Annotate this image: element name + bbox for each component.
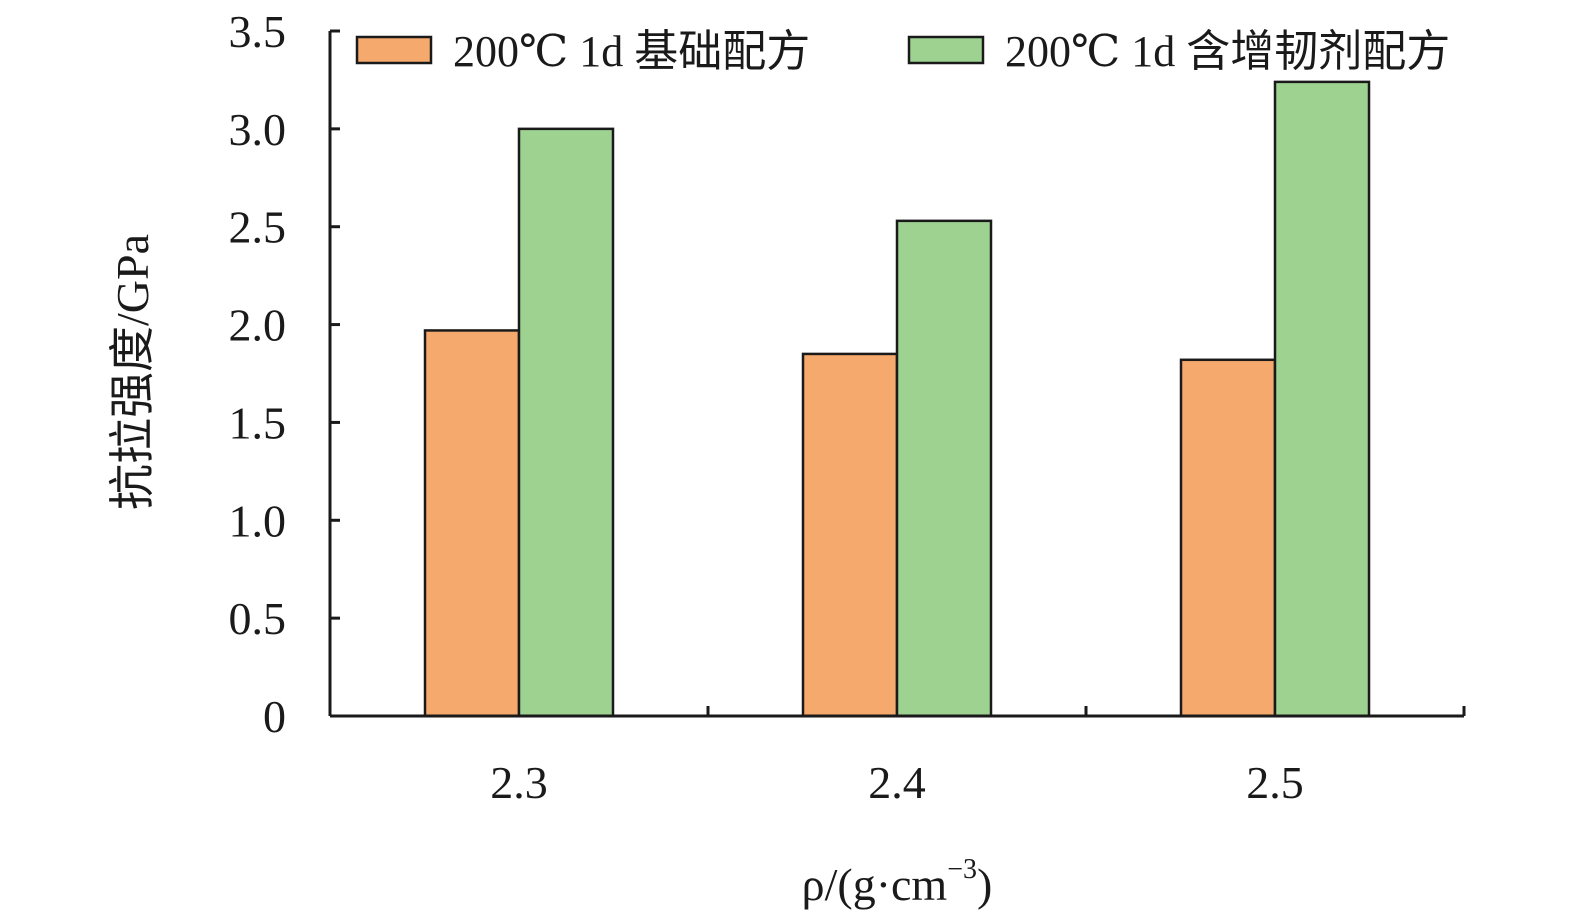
legend-label: 200℃ 1d 含增韧剂配方 bbox=[1005, 27, 1450, 76]
x-axis-title: ρ/(g·cm−3) bbox=[802, 854, 993, 910]
x-axis-title-sup: −3 bbox=[947, 854, 977, 885]
bars-layer bbox=[423, 80, 1371, 718]
legend-swatch bbox=[355, 35, 433, 65]
x-tick-label: 2.4 bbox=[868, 757, 926, 808]
y-axis-title: 抗拉强度/GPa bbox=[107, 234, 158, 510]
x-axis-title-tail: ) bbox=[977, 859, 992, 910]
legend: 200℃ 1d 基础配方 200℃ 1d 含增韧剂配方 bbox=[355, 27, 1450, 76]
bar-series-2 bbox=[1273, 80, 1371, 718]
axes-layer bbox=[328, 31, 1464, 718]
bar-series-1 bbox=[801, 352, 899, 718]
y-tick-label: 0.5 bbox=[229, 593, 287, 644]
y-tick-label: 2.5 bbox=[229, 202, 287, 253]
y-tick-label: 3.5 bbox=[229, 6, 287, 57]
x-tick-label: 2.3 bbox=[490, 757, 548, 808]
x-ticks: 2.3 2.4 2.5 bbox=[490, 706, 1466, 808]
x-tick-label: 2.5 bbox=[1246, 757, 1304, 808]
y-tick-label: 2.0 bbox=[229, 300, 287, 351]
legend-swatch bbox=[907, 35, 985, 65]
legend-label: 200℃ 1d 基础配方 bbox=[453, 27, 810, 76]
y-tick-label: 1.5 bbox=[229, 397, 287, 448]
y-tick-label: 1.0 bbox=[229, 495, 287, 546]
y-ticks: 0 0.5 1.0 1.5 2.0 2.5 3.0 3.5 bbox=[229, 6, 340, 742]
x-axis-title-base: ρ/(g·cm bbox=[802, 859, 948, 910]
bar-series-2 bbox=[517, 127, 615, 718]
bar-series-1 bbox=[423, 329, 521, 718]
bar-series-2 bbox=[895, 219, 993, 718]
y-tick-label: 0 bbox=[263, 691, 286, 742]
y-tick-label: 3.0 bbox=[229, 104, 287, 155]
bar-series-1 bbox=[1179, 358, 1277, 718]
